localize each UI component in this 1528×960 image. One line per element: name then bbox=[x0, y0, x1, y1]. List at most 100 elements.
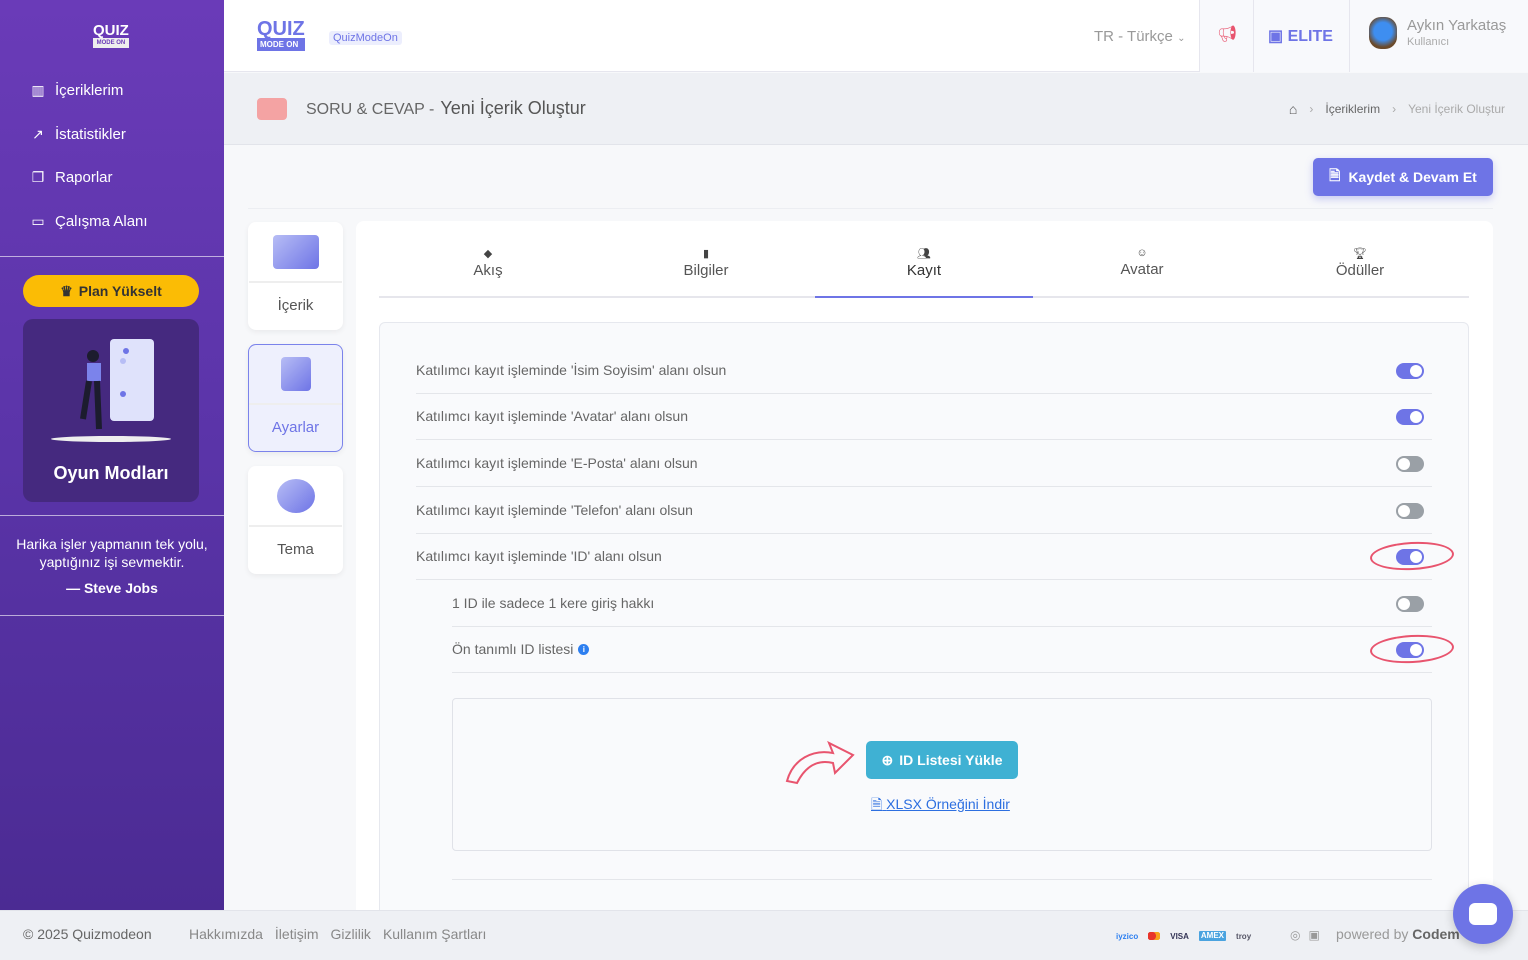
game-modes-card[interactable]: Oyun Modları bbox=[23, 319, 199, 502]
tab-kayit[interactable]: 👥︎ Kayıt bbox=[815, 241, 1033, 298]
setting-row: Katılımcı kayıt işleminde 'Telefon' alan… bbox=[416, 487, 1432, 534]
user-name[interactable]: Aykın Yarkataş bbox=[1407, 17, 1507, 34]
powered-by: powered by Codem bbox=[1336, 926, 1460, 942]
setting-row: Katılımcı kayıt işleminde 'İsim Soyisim'… bbox=[416, 347, 1432, 394]
settings-illustration bbox=[249, 345, 342, 405]
qa-category-icon bbox=[257, 98, 287, 120]
nav-label: Çalışma Alanı bbox=[55, 213, 148, 230]
document-icon: 🗎︎ bbox=[1329, 167, 1341, 183]
toggle-name-field[interactable] bbox=[1396, 363, 1424, 379]
registration-settings: Katılımcı kayıt işleminde 'İsim Soyisim'… bbox=[379, 322, 1469, 942]
troy-logo: troy bbox=[1236, 931, 1252, 941]
payment-logos: iyzico mastercard VISA AMEX troy bbox=[1116, 931, 1251, 941]
setting-label: Ön tanımlı ID listesi bbox=[452, 641, 574, 657]
company-name[interactable]: Codem bbox=[1412, 926, 1460, 942]
divider bbox=[248, 208, 1493, 209]
footer-link-terms[interactable]: Kullanım Şartları bbox=[382, 926, 487, 942]
instagram-icon[interactable]: ◎ bbox=[1290, 928, 1301, 942]
amex-logo: AMEX bbox=[1198, 931, 1227, 941]
sidebar-item-istatistikler[interactable]: ↗ İstatistikler bbox=[30, 126, 126, 143]
content-illustration bbox=[249, 223, 342, 283]
footer-link-contact[interactable]: İletişim bbox=[274, 926, 319, 942]
toggle-id-field[interactable] bbox=[1396, 549, 1424, 565]
upload-id-list-button[interactable]: ⊕ ID Listesi Yükle bbox=[866, 741, 1018, 779]
iyzico-logo: iyzico bbox=[1116, 931, 1139, 941]
side-card-icerik[interactable]: İçerik bbox=[248, 222, 343, 330]
topbar: QUIZ MODE ON QuizModeOn TR - Türkçe ⌄ 📢︎ … bbox=[224, 0, 1528, 72]
chevron-down-icon: ⌄ bbox=[1177, 33, 1186, 44]
elite-badge[interactable]: ▣ ELITE bbox=[1268, 26, 1333, 46]
announcements-button[interactable]: 📢︎ bbox=[1200, 0, 1253, 72]
footer-link-privacy[interactable]: Gizlilik bbox=[330, 926, 371, 942]
social-links: ◎ ▣ bbox=[1290, 928, 1320, 942]
plan-label: Plan Yükselt bbox=[78, 283, 162, 299]
plus-circle-icon: ⊕ bbox=[881, 751, 894, 768]
download-xlsx-sample-link[interactable]: 🗎︎ XLSX Örneğini İndir bbox=[871, 794, 1010, 818]
side-card-tema[interactable]: Tema bbox=[248, 466, 343, 574]
sidebar-item-raporlar[interactable]: ❐ Raporlar bbox=[30, 169, 113, 186]
language-select[interactable]: TR - Türkçe ⌄ bbox=[1094, 28, 1185, 45]
divider bbox=[1253, 0, 1254, 72]
info-icon[interactable]: i bbox=[578, 643, 590, 655]
game-modes-illustration bbox=[51, 339, 171, 442]
divider bbox=[1199, 0, 1200, 72]
toggle-predefined-id-list[interactable] bbox=[1396, 642, 1424, 658]
setting-row: Katılımcı kayıt işleminde 'Avatar' alanı… bbox=[416, 393, 1432, 440]
divider bbox=[0, 615, 224, 616]
chart-line-icon: ↗ bbox=[32, 126, 44, 142]
workspace-badge[interactable]: QuizModeOn bbox=[329, 31, 402, 45]
toggle-single-login[interactable] bbox=[1396, 596, 1424, 612]
tab-akis[interactable]: ◆ Akış bbox=[379, 241, 597, 296]
tab-avatar[interactable]: ☺ Avatar bbox=[1033, 241, 1251, 296]
theme-illustration bbox=[249, 467, 342, 527]
setting-row: 1 ID ile sadece 1 kere giriş hakkı bbox=[452, 580, 1432, 627]
user-role: Kullanıcı bbox=[1407, 36, 1450, 48]
tab-label: Ödüller bbox=[1335, 262, 1385, 279]
breadcrumb-iceriklerim[interactable]: İçeriklerim bbox=[1325, 102, 1381, 116]
nav-label: İstatistikler bbox=[55, 126, 126, 143]
footer-link-about[interactable]: Hakkımızda bbox=[189, 926, 263, 942]
save-continue-button[interactable]: 🗎︎ Kaydet & Devam Et bbox=[1313, 158, 1493, 196]
tab-oduller[interactable]: 🏆︎ Ödüller bbox=[1251, 241, 1469, 296]
logo-text: QUIZ bbox=[93, 22, 129, 39]
tab-label: Bilgiler bbox=[683, 262, 729, 279]
sidebar-item-iceriklerim[interactable]: ▥ İçeriklerim bbox=[30, 82, 123, 99]
quote: Harika işler yapmanın tek yolu, yaptığın… bbox=[0, 535, 224, 597]
home-icon[interactable]: ⌂ bbox=[1288, 101, 1298, 117]
sidebar: QUIZ MODE ON ▥ İçeriklerim ↗ İstatistikler … bbox=[0, 0, 224, 910]
sidebar-item-calisma-alani[interactable]: ▭ Çalışma Alanı bbox=[30, 213, 148, 230]
linkedin-icon[interactable]: ▣ bbox=[1308, 928, 1320, 942]
toggle-email-field[interactable] bbox=[1396, 456, 1424, 472]
divider bbox=[0, 515, 224, 516]
setting-row: Katılımcı kayıt işleminde 'E-Posta' alan… bbox=[416, 440, 1432, 487]
upgrade-plan-button[interactable]: ♛ Plan Yükselt bbox=[23, 275, 199, 307]
side-card-label: Tema bbox=[277, 541, 314, 558]
toggle-phone-field[interactable] bbox=[1396, 503, 1424, 519]
language-label: TR - Türkçe bbox=[1094, 28, 1173, 45]
toggle-avatar-field[interactable] bbox=[1396, 409, 1424, 425]
side-card-label: Ayarlar bbox=[271, 419, 320, 436]
brand-logo[interactable]: QUIZ MODE ON bbox=[257, 19, 305, 51]
trophy-icon: 🏆︎ bbox=[1353, 248, 1367, 260]
category-label: SORU & CEVAP bbox=[306, 101, 425, 118]
elite-plan-button[interactable] bbox=[1254, 0, 1349, 72]
side-card-ayarlar[interactable]: Ayarlar bbox=[248, 344, 343, 452]
briefcase-icon: ▭ bbox=[31, 213, 45, 229]
footer-links: Hakkımızda İletişim Gizlilik Kullanım Şa… bbox=[189, 926, 486, 942]
tab-label: Akış bbox=[473, 262, 503, 279]
logo-subtext: MODE ON bbox=[257, 38, 305, 51]
id-list-upload-area: ⊕ ID Listesi Yükle 🗎︎ XLSX Örneğini İndir bbox=[452, 698, 1432, 851]
breadcrumb-current: Yeni İçerik Oluştur bbox=[1408, 102, 1505, 116]
quote-author: — Steve Jobs bbox=[66, 580, 158, 596]
setting-row: Ön tanımlı ID listesi i bbox=[452, 626, 1455, 673]
avatar[interactable] bbox=[1369, 17, 1397, 49]
face-icon: ☺ bbox=[1136, 247, 1148, 259]
sidebar-logo[interactable]: QUIZ MODE ON bbox=[93, 22, 129, 48]
chat-button[interactable] bbox=[1453, 884, 1513, 944]
chevron-right-icon: › bbox=[1392, 102, 1397, 116]
tab-label: Avatar bbox=[1120, 261, 1164, 278]
powered-by-label: powered by bbox=[1336, 926, 1409, 942]
nav-label: İçeriklerim bbox=[55, 82, 124, 99]
curved-arrow-icon bbox=[785, 740, 855, 785]
tab-bilgiler[interactable]: ▮ Bilgiler bbox=[597, 241, 815, 296]
